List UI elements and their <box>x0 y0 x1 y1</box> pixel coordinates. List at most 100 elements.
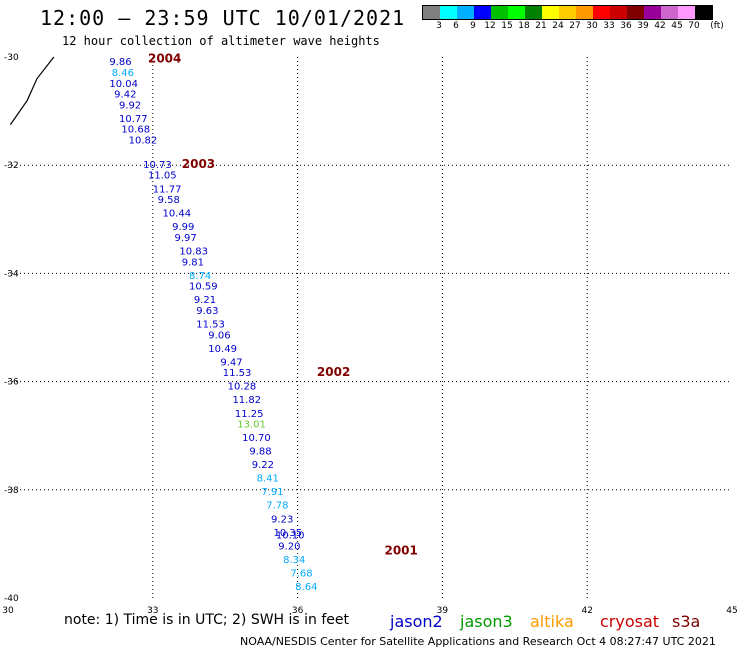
color-scale-label: 45 <box>671 21 683 31</box>
x-tick-label: 39 <box>437 606 449 616</box>
color-swatch <box>593 6 610 19</box>
color-swatch <box>644 6 661 19</box>
color-swatch <box>423 6 440 19</box>
credit-text: NOAA/NESDIS Center for Satellite Applica… <box>240 635 716 648</box>
wave-height-value: 8.46 <box>112 68 134 79</box>
color-swatch <box>678 6 695 19</box>
color-scale-label: 42 <box>654 21 666 31</box>
wave-height-value: 11.53 <box>223 368 252 379</box>
x-tick-label: 30 <box>2 606 14 616</box>
color-swatch <box>627 6 644 19</box>
color-swatch <box>559 6 576 19</box>
wave-height-value: 9.42 <box>114 90 136 101</box>
satellite-legend-item: jason2 <box>390 612 443 631</box>
y-tick-label: -34 <box>4 269 19 279</box>
wave-height-value: 11.82 <box>232 395 261 406</box>
wave-height-value: 9.99 <box>172 222 194 233</box>
satellite-legend-item: cryosat <box>600 612 660 631</box>
color-scale-label: 21 <box>535 21 547 31</box>
wave-height-value: 9.20 <box>278 541 300 552</box>
color-scale-bar <box>422 5 713 20</box>
map-title: 12:00 — 23:59 UTC 10/01/2021 <box>40 6 406 30</box>
wave-height-value: 11.25 <box>235 409 264 420</box>
color-scale-label: 12 <box>484 21 496 31</box>
satellite-legend-item: jason3 <box>460 612 513 631</box>
wave-height-value: 10.28 <box>228 382 257 393</box>
wave-height-value: 10.83 <box>179 246 208 257</box>
satellite-legend-item: altika <box>530 612 574 631</box>
wave-height-value: 9.23 <box>271 514 293 525</box>
coastline <box>9 56 55 125</box>
wave-height-value: 9.06 <box>208 330 230 341</box>
color-scale-label: 18 <box>518 21 530 31</box>
wave-height-value: 9.92 <box>119 100 141 111</box>
color-swatch <box>474 6 491 19</box>
wave-height-value: 9.21 <box>194 295 216 306</box>
color-swatch <box>542 6 559 19</box>
wave-height-value: 8.64 <box>295 582 317 593</box>
color-scale-unit: (ft) <box>710 21 724 31</box>
wave-height-value: 9.63 <box>196 306 218 317</box>
wave-height-value: 10.44 <box>162 209 191 220</box>
wave-height-value: 11.05 <box>148 171 177 182</box>
wave-height-value: 10.10 <box>276 530 305 541</box>
wave-height-value: 10.73 <box>143 160 172 171</box>
x-tick-label: 36 <box>292 606 304 616</box>
y-tick-label: -38 <box>4 486 19 496</box>
note-text: note: 1) Time is in UTC; 2) SWH is in fe… <box>64 612 350 628</box>
color-swatch <box>695 6 712 19</box>
wave-height-value: 10.82 <box>129 136 158 147</box>
wave-height-value: 10.70 <box>242 433 271 444</box>
y-tick-label: -36 <box>4 378 19 388</box>
color-scale-label: 15 <box>501 21 513 31</box>
color-scale-label: 24 <box>552 21 564 31</box>
color-scale-label: 33 <box>603 21 615 31</box>
color-scale-label: 27 <box>569 21 581 31</box>
wave-height-value: 11.53 <box>196 320 225 331</box>
y-tick-label: -40 <box>4 594 19 604</box>
wave-height-value: 7.78 <box>266 501 288 512</box>
color-swatch <box>610 6 627 19</box>
color-scale-label: 36 <box>620 21 632 31</box>
wave-height-value: 8.34 <box>283 555 305 566</box>
x-tick-label: 45 <box>726 606 737 616</box>
wave-height-value: 10.35 <box>273 528 302 539</box>
x-tick-label: 33 <box>147 606 158 616</box>
wave-height-value: 13.01 <box>237 420 266 431</box>
color-swatch <box>440 6 457 19</box>
color-scale-label: 6 <box>453 21 459 31</box>
color-swatch <box>576 6 593 19</box>
color-scale-label: 9 <box>470 21 476 31</box>
color-swatch <box>491 6 508 19</box>
color-swatch <box>457 6 474 19</box>
wave-height-value: 9.47 <box>220 357 242 368</box>
wave-height-value: 11.77 <box>153 184 182 195</box>
satellite-legend-item: s3a <box>672 612 701 631</box>
wave-height-value: 10.77 <box>119 114 148 125</box>
wave-height-value: 7.91 <box>261 487 283 498</box>
wave-height-value: 7.68 <box>290 568 312 579</box>
wave-height-value: 9.22 <box>252 460 274 471</box>
wave-height-value: 10.04 <box>109 79 138 90</box>
wave-height-value: 9.86 <box>109 57 131 68</box>
wave-height-value: 10.49 <box>208 344 237 355</box>
time-label: 2001 <box>384 544 417 558</box>
wave-height-value: 8.74 <box>189 271 211 282</box>
y-tick-label: -32 <box>4 161 19 171</box>
color-scale-label: 30 <box>586 21 598 31</box>
map-subtitle: 12 hour collection of altimeter wave hei… <box>62 34 380 48</box>
wave-height-value: 10.59 <box>189 282 218 293</box>
color-scale-label: 70 <box>688 21 700 31</box>
wave-height-value: 8.41 <box>257 474 279 485</box>
time-label: 2003 <box>182 157 215 171</box>
wave-height-value: 9.88 <box>249 447 271 458</box>
color-scale-label: 39 <box>637 21 649 31</box>
time-label: 2002 <box>317 365 350 379</box>
x-tick-label: 42 <box>581 606 592 616</box>
wave-height-value: 9.81 <box>182 257 204 268</box>
color-swatch <box>508 6 525 19</box>
color-swatch <box>661 6 678 19</box>
time-label: 2004 <box>148 51 181 65</box>
